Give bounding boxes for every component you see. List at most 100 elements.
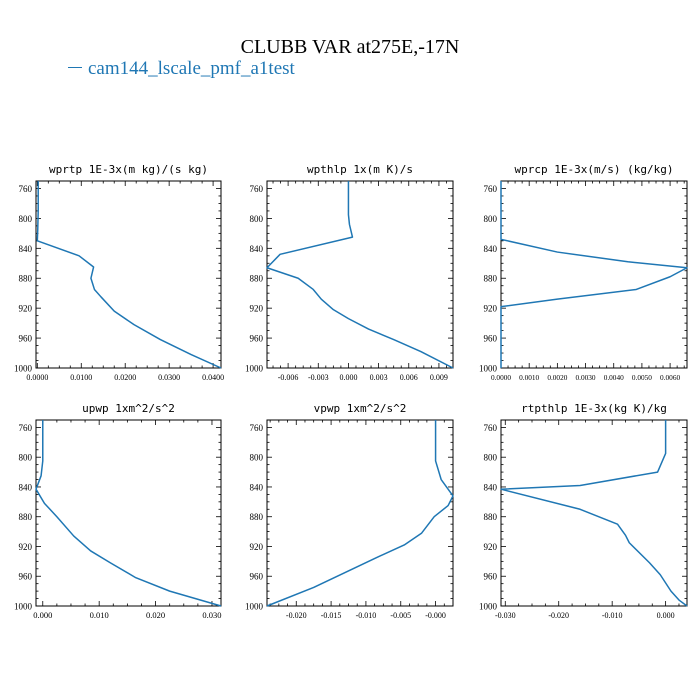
x-tick-label: 0.020 bbox=[146, 610, 165, 620]
y-tick-label: 760 bbox=[250, 184, 264, 194]
plot-frame bbox=[266, 419, 454, 607]
legend-label: cam144_lscale_pmf_a1test bbox=[88, 58, 295, 79]
y-tick-label: 760 bbox=[484, 184, 498, 194]
y-tick-label: 880 bbox=[19, 274, 33, 284]
y-tick-label: 920 bbox=[19, 304, 33, 314]
legend: cam144_lscale_pmf_a1test bbox=[68, 58, 295, 80]
x-tick-label: -0.010 bbox=[356, 611, 377, 620]
y-tick-label: 840 bbox=[19, 244, 33, 254]
subplot-3: wprcp 1E-3x(m/s) (kg/kg) 760 800 840 880 920 9… bbox=[479, 163, 688, 382]
y-tick-label: 1000 bbox=[245, 364, 264, 374]
y-tick-label: 880 bbox=[484, 512, 498, 522]
series-line bbox=[500, 181, 688, 368]
subplot-title: upwp 1xm^2/s^2 bbox=[82, 402, 175, 415]
x-tick-label: 0.0030 bbox=[576, 373, 596, 382]
subplot-title: wprcp 1E-3x(m/s) (kg/kg) bbox=[515, 163, 674, 176]
y-tick-label: 800 bbox=[484, 214, 498, 224]
x-tick-label: -0.006 bbox=[278, 373, 299, 382]
x-tick-label: 0.000 bbox=[33, 610, 52, 620]
y-tick-label: 800 bbox=[19, 214, 33, 224]
subplot-4: upwp 1xm^2/s^2 760 800 840 880 920 960 10000.00… bbox=[14, 402, 222, 620]
y-tick-label: 800 bbox=[250, 214, 264, 224]
y-tick-label: 760 bbox=[484, 423, 498, 433]
x-tick-label: 0.0000 bbox=[491, 373, 511, 382]
y-tick-label: 840 bbox=[19, 482, 33, 492]
subplot-2: wpthlp 1x(m K)/s 760 800 840 880 920 960 1000 -0… bbox=[245, 163, 454, 382]
y-tick-label: 880 bbox=[19, 512, 33, 522]
subplot-5: vpwp 1xm^2/s^2 760 800 840 880 920 960 1000 -0.0… bbox=[245, 402, 454, 620]
x-tick-label: 0.0400 bbox=[202, 373, 224, 382]
y-tick-label: 920 bbox=[19, 542, 33, 552]
y-tick-label: 840 bbox=[484, 482, 498, 492]
x-tick-label: 0.0010 bbox=[519, 373, 539, 382]
x-tick-label: 0.010 bbox=[90, 610, 109, 620]
subplot-title: wpthlp 1x(m K)/s bbox=[307, 163, 413, 176]
y-tick-label: 760 bbox=[19, 423, 33, 433]
y-tick-label: 1000 bbox=[245, 602, 264, 612]
y-tick-label: 960 bbox=[250, 572, 264, 582]
y-tick-label: 1000 bbox=[14, 602, 33, 612]
x-tick-label: 0.000 bbox=[339, 373, 357, 382]
x-tick-label: 0.006 bbox=[400, 373, 418, 382]
x-tick-label: 0.0050 bbox=[632, 373, 652, 382]
y-tick-label: 1000 bbox=[479, 364, 498, 374]
y-tick-label: 960 bbox=[250, 334, 264, 344]
series-line bbox=[35, 420, 222, 607]
y-tick-label: 800 bbox=[484, 453, 498, 463]
y-tick-label: 960 bbox=[484, 572, 498, 582]
y-tick-label: 760 bbox=[250, 423, 264, 433]
series-line bbox=[266, 420, 454, 607]
y-tick-label: 880 bbox=[484, 274, 498, 284]
figure-title: CLUBB VAR at275E,-17N bbox=[240, 36, 460, 58]
series-line bbox=[266, 181, 454, 369]
plot-frame bbox=[500, 180, 688, 369]
plot-frame bbox=[266, 180, 454, 369]
subplot-title: rtpthlp 1E-3x(kg K)/kg bbox=[521, 402, 667, 415]
x-tick-label: 0.030 bbox=[202, 610, 221, 620]
y-tick-label: 960 bbox=[19, 334, 33, 344]
y-tick-label: 840 bbox=[484, 244, 498, 254]
y-tick-label: 1000 bbox=[479, 602, 498, 612]
y-tick-label: 800 bbox=[250, 453, 264, 463]
y-tick-label: 1000 bbox=[14, 364, 33, 374]
x-tick-label: 0.0100 bbox=[70, 373, 92, 382]
x-tick-label: -0.000 bbox=[425, 611, 446, 620]
plot-frame bbox=[500, 419, 688, 607]
y-tick-label: 960 bbox=[19, 572, 33, 582]
y-tick-label: 920 bbox=[484, 304, 498, 314]
x-tick-label: 0.003 bbox=[370, 373, 388, 382]
x-tick-label: 0.0200 bbox=[114, 373, 136, 382]
y-tick-label: 920 bbox=[250, 304, 264, 314]
x-tick-label: -0.005 bbox=[390, 611, 411, 620]
x-tick-label: -0.003 bbox=[308, 373, 329, 382]
subplot-title: wprtp 1E-3x(m kg)/(s kg) bbox=[49, 163, 208, 176]
y-tick-label: 800 bbox=[19, 453, 33, 463]
x-tick-label: -0.010 bbox=[602, 611, 623, 620]
y-tick-label: 760 bbox=[19, 184, 33, 194]
x-tick-label: 0.009 bbox=[430, 373, 448, 382]
y-tick-label: 920 bbox=[484, 542, 498, 552]
y-tick-label: 920 bbox=[250, 542, 264, 552]
x-tick-label: 0.0040 bbox=[604, 373, 624, 382]
x-tick-label: 0.0060 bbox=[660, 373, 680, 382]
plot-frame bbox=[35, 180, 222, 369]
x-tick-label: 0.000 bbox=[657, 611, 675, 620]
x-tick-label: 0.0000 bbox=[26, 373, 48, 382]
subplot-6: rtpthlp 1E-3x(kg K)/kg 760 800 840 880 920 960… bbox=[479, 402, 688, 620]
y-tick-label: 840 bbox=[250, 244, 264, 254]
x-tick-label: -0.015 bbox=[321, 611, 342, 620]
subplot-1: wprtp 1E-3x(m kg)/(s kg) 760 800 840 880 920 9… bbox=[14, 163, 224, 382]
x-tick-label: 0.0300 bbox=[158, 373, 180, 382]
x-tick-label: 0.0020 bbox=[547, 373, 567, 382]
x-tick-label: -0.020 bbox=[286, 611, 307, 620]
plot-frame bbox=[35, 419, 222, 607]
y-tick-label: 960 bbox=[484, 334, 498, 344]
series-line bbox=[500, 420, 688, 607]
y-tick-label: 840 bbox=[250, 482, 264, 492]
x-tick-label: -0.030 bbox=[495, 611, 516, 620]
legend-line-swatch bbox=[68, 67, 82, 69]
y-tick-label: 880 bbox=[250, 274, 264, 284]
x-tick-label: -0.020 bbox=[548, 611, 569, 620]
subplot-title: vpwp 1xm^2/s^2 bbox=[314, 402, 407, 415]
